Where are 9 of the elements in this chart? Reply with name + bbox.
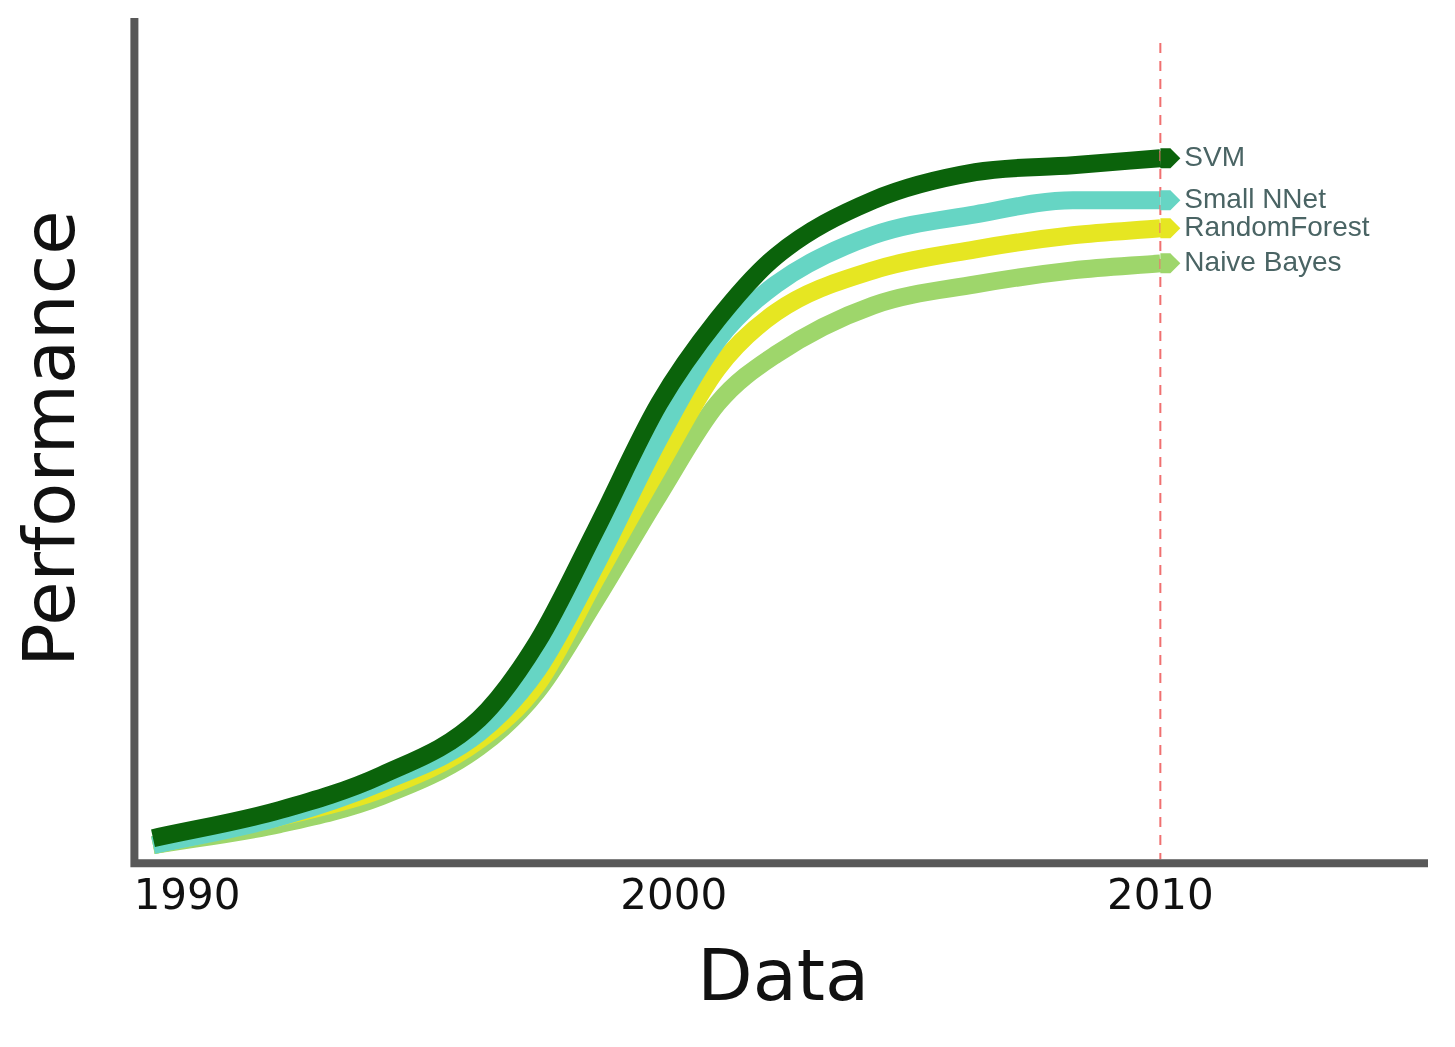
- legend-label: Naive Bayes: [1184, 246, 1342, 278]
- x-tick-label: 2010: [1106, 870, 1214, 920]
- x-axis-title: Data: [697, 932, 870, 1017]
- legend-label: Small NNet: [1184, 182, 1327, 214]
- legend-label: SVM: [1184, 140, 1246, 172]
- x-tick-label: 1990: [133, 870, 241, 920]
- x-tick-label: 2000: [620, 870, 728, 920]
- legend-label: RandomForest: [1184, 211, 1370, 243]
- y-axis-title: Performance: [6, 210, 91, 667]
